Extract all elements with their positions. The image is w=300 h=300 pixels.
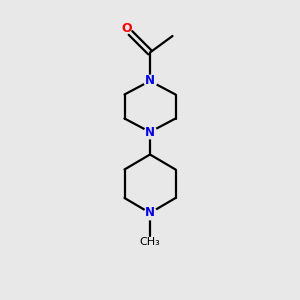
Text: N: N <box>145 125 155 139</box>
Text: N: N <box>145 206 155 220</box>
Text: O: O <box>122 22 132 35</box>
Text: CH₃: CH₃ <box>140 237 160 247</box>
Text: N: N <box>145 74 155 88</box>
